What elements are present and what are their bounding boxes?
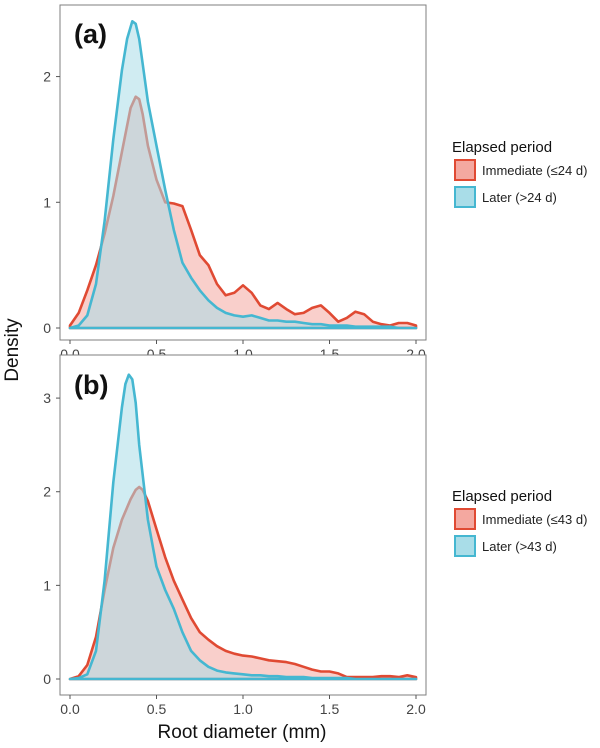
legend-a-label-later: Later (>24 d) [482,190,557,205]
panel-a-areas [68,20,418,330]
panel-b-y-ticks: 0 1 2 3 [43,390,60,687]
panel-b: 0.0 0.5 1.0 1.5 2.0 0 1 2 3 (b) [43,354,427,717]
panel-b-area-later [68,373,418,681]
legend-a-title: Elapsed period [452,139,552,156]
panel-b-x-tick-label: 1.0 [233,701,253,717]
panel-b-x-ticks: 0.0 0.5 1.0 1.5 2.0 [60,695,426,717]
panel-a-y-tick-label: 1 [43,194,51,210]
legend-b: Elapsed period Immediate (≤43 d) Later (… [452,488,587,557]
legend-a: Elapsed period Immediate (≤24 d) Later (… [452,139,587,208]
panel-a: 0.0 0.5 1.0 1.5 2.0 012 (a) [43,4,427,362]
panel-b-x-tick-label: 0.5 [147,701,167,717]
panel-a-y-tick-label: 2 [43,69,51,85]
legend-a-swatch-later [454,186,476,208]
legend-b-swatch-later [454,535,476,557]
legend-b-label-immediate: Immediate (≤43 d) [482,512,587,527]
panel-b-x-tick-label: 0.0 [60,701,80,717]
legend-b-label-later: Later (>43 d) [482,539,557,554]
legend-b-title: Elapsed period [452,488,552,505]
panel-b-x-tick-label: 2.0 [406,701,426,717]
panel-b-label: (b) [74,370,108,400]
legend-a-label-immediate: Immediate (≤24 d) [482,163,587,178]
legend-a-swatch-immediate [454,159,476,181]
panel-b-y-tick-label: 0 [43,671,51,687]
panel-b-x-tick-label: 1.5 [320,701,340,717]
y-axis-title: Density [2,318,23,382]
panel-b-y-tick-label: 1 [43,577,51,593]
panel-b-y-tick-label: 3 [43,390,51,406]
panel-a-area-later [68,20,418,330]
panel-a-y-ticks: 0 1 2 [43,69,60,336]
panel-a-y-tick-label: 0 [43,320,51,336]
panel-b-y-tick-label: 2 [43,484,51,500]
panel-a-label: (a) [74,19,107,49]
panel-b-areas [68,373,418,681]
legend-b-swatch-immediate [454,508,476,530]
x-axis-title: Root diameter (mm) [158,722,327,743]
